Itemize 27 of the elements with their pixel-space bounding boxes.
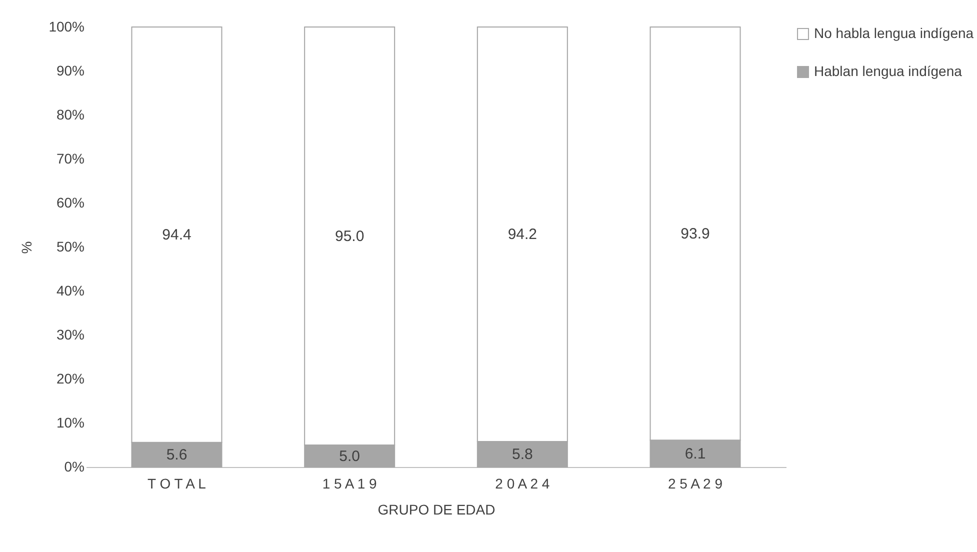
x-tick-label: 2 5 A 2 9 (668, 476, 723, 492)
y-tick-label: 70% (56, 150, 84, 166)
y-tick-label: 30% (56, 326, 84, 342)
x-axis-title: GRUPO DE EDAD (378, 502, 496, 518)
legend-label: Hablan lengua indígena (814, 63, 962, 79)
y-tick-label: 50% (56, 238, 84, 254)
data-label: 5.0 (339, 448, 360, 465)
y-tick-label: 80% (56, 106, 84, 122)
data-label: 94.2 (508, 226, 538, 244)
y-axis-title: % (18, 241, 35, 254)
y-tick-label: 10% (56, 414, 84, 430)
data-label: 94.4 (162, 226, 192, 244)
y-tick-label: 60% (56, 194, 84, 210)
legend-label: No habla lengua indígena (814, 25, 974, 41)
data-label: 95.0 (334, 228, 364, 245)
x-tick-label: T O T A L (148, 476, 206, 492)
y-tick-label: 40% (56, 282, 84, 298)
x-tick-label: 2 0 A 2 4 (495, 476, 550, 492)
y-tick-label: 100% (48, 18, 84, 34)
x-tick-label: 1 5 A 1 9 (322, 476, 378, 492)
data-label: 5.6 (166, 446, 188, 464)
y-tick-label: 90% (56, 62, 84, 78)
data-label: 93.9 (680, 226, 710, 243)
data-label: 5.8 (512, 446, 533, 464)
y-tick-label: 0% (64, 458, 84, 474)
data-label: 6.1 (684, 446, 706, 463)
y-tick-label: 20% (56, 370, 84, 386)
